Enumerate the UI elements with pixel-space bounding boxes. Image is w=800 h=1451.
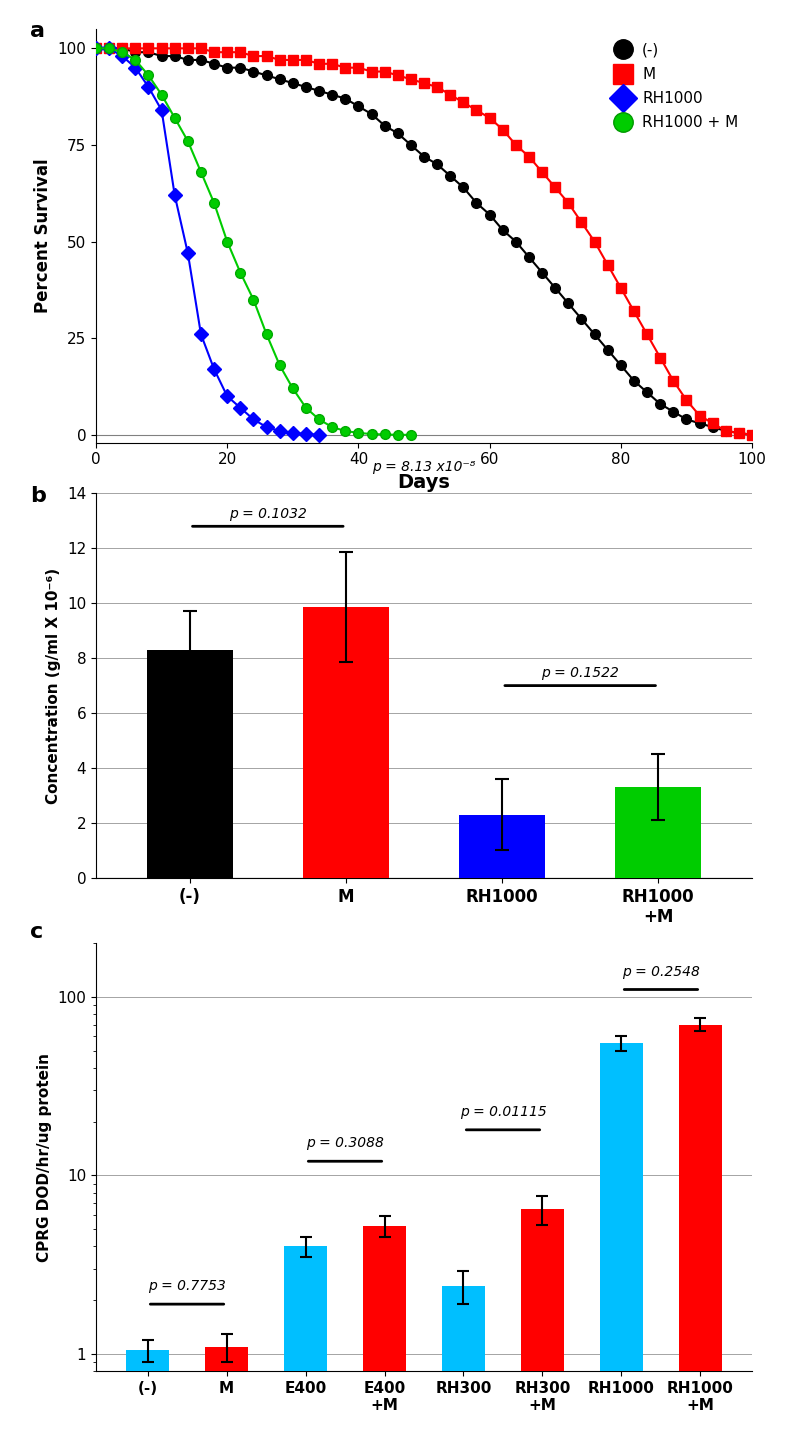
Text: p = 0.7753: p = 0.7753 [148,1280,226,1293]
Bar [600,1043,643,1451]
Legend: (-), M, RH1000, RH1000 + M: (-), M, RH1000, RH1000 + M [606,36,744,136]
Bar [284,1246,327,1451]
Text: p = 0.01115: p = 0.01115 [460,1106,546,1119]
Bar [459,814,545,878]
Text: p = 0.2548: p = 0.2548 [622,965,700,978]
Bar [205,1347,248,1451]
Text: c: c [30,921,44,942]
Bar [126,1349,170,1451]
Bar [442,1286,486,1451]
Bar [303,608,389,878]
Bar [521,1209,564,1451]
Text: p = 0.1032: p = 0.1032 [229,506,306,521]
X-axis label: Days: Days [398,473,450,492]
Y-axis label: Concentration (g/ml X 10⁻⁶): Concentration (g/ml X 10⁻⁶) [46,567,62,804]
Bar [146,650,233,878]
Bar [615,788,702,878]
Text: a: a [30,20,46,41]
Text: p = 0.1522: p = 0.1522 [542,666,619,681]
Text: p = 8.13 x10⁻⁸: p = 8.13 x10⁻⁸ [372,460,476,474]
Y-axis label: Percent Survival: Percent Survival [34,158,52,313]
Bar [362,1226,406,1451]
Text: b: b [30,486,46,505]
Bar [678,1024,722,1451]
Y-axis label: CPRG DOD/hr/ug protein: CPRG DOD/hr/ug protein [37,1052,52,1262]
Text: p = 0.3088: p = 0.3088 [306,1136,384,1151]
